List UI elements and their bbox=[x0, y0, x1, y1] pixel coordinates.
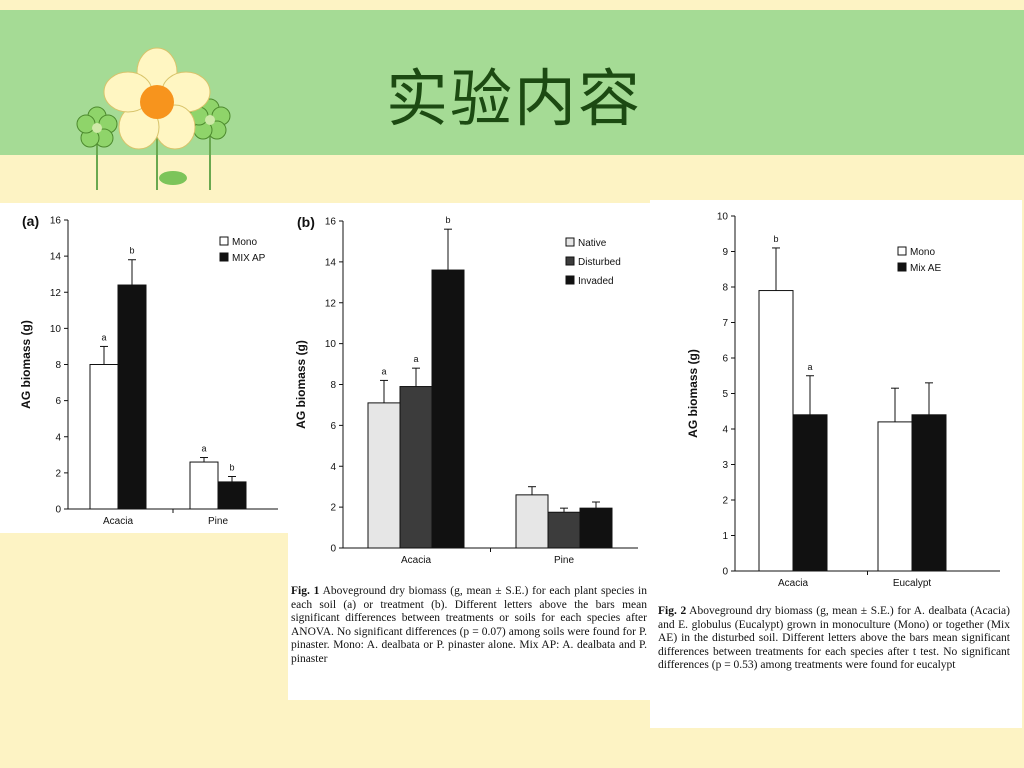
y-axis-label: AG biomass (g) bbox=[294, 340, 308, 429]
bar bbox=[547, 511, 581, 549]
y-tick-label: 12 bbox=[50, 288, 62, 299]
y-tick-label: 0 bbox=[722, 567, 728, 578]
figure-caption-2: Fig. 2 Aboveground dry biomass (g, mean … bbox=[658, 605, 1010, 673]
y-tick-label: 2 bbox=[722, 496, 728, 507]
legend-swatch bbox=[897, 262, 907, 272]
bar bbox=[367, 402, 401, 549]
y-tick-label: 6 bbox=[55, 396, 61, 407]
legend-label: MIX AP bbox=[232, 253, 266, 264]
panel-label: (a) bbox=[22, 213, 39, 229]
caption-text: Aboveground dry biomass (g, mean ± S.E.)… bbox=[291, 585, 647, 665]
bar bbox=[89, 364, 119, 510]
significance-letter: b bbox=[129, 246, 134, 256]
y-tick-label: 10 bbox=[325, 339, 337, 350]
bar bbox=[117, 284, 147, 510]
legend-swatch bbox=[897, 246, 907, 256]
x-tick-label: Acacia bbox=[401, 555, 431, 566]
x-tick-label: Pine bbox=[554, 555, 574, 566]
caption-fig-label: Fig. 1 bbox=[291, 585, 320, 597]
bar bbox=[399, 386, 433, 549]
chart-b: 0 2 4 6 8 10 12 14 16 AG biomass (g) (b) Acacia a a b P… bbox=[294, 214, 638, 566]
bar bbox=[189, 461, 219, 510]
x-tick-label: Acacia bbox=[103, 516, 133, 527]
significance-letter: b bbox=[445, 215, 450, 225]
significance-letter: a bbox=[201, 444, 206, 454]
caption-text: Aboveground dry biomass (g, mean ± S.E.)… bbox=[658, 605, 1010, 672]
chart-panel-a: 0 2 4 6 8 10 12 14 16 AG biomass (g) (a) Acacia a b Pi… bbox=[0, 203, 288, 533]
y-tick-label: 1 bbox=[722, 531, 728, 542]
y-tick-label: 7 bbox=[722, 318, 728, 329]
x-tick-label: Acacia bbox=[778, 578, 808, 589]
y-tick-label: 8 bbox=[330, 380, 336, 391]
y-tick-label: 8 bbox=[55, 360, 61, 371]
y-axis-label: AG biomass (g) bbox=[686, 349, 700, 438]
y-tick-label: 14 bbox=[325, 257, 337, 268]
y-tick-label: 6 bbox=[722, 354, 728, 365]
legend-label: Native bbox=[578, 238, 607, 249]
chart-c: 0 1 2 3 4 5 6 7 8 9 10 AG biomass (g) Acacia b a Eucaly… bbox=[686, 212, 1000, 589]
legend-label: Disturbed bbox=[578, 257, 621, 268]
significance-letter: a bbox=[413, 354, 418, 364]
y-tick-label: 9 bbox=[722, 247, 728, 258]
x-tick-label: Eucalypt bbox=[893, 578, 932, 589]
caption-fig-label: Fig. 2 bbox=[658, 605, 687, 617]
y-tick-label: 16 bbox=[325, 217, 337, 228]
significance-letter: b bbox=[229, 462, 234, 472]
y-tick-label: 16 bbox=[50, 216, 62, 227]
y-tick-label: 2 bbox=[330, 503, 336, 514]
panel-label: (b) bbox=[297, 214, 315, 230]
y-tick-label: 2 bbox=[55, 468, 61, 479]
bar bbox=[431, 269, 465, 549]
y-tick-label: 4 bbox=[330, 462, 336, 473]
y-tick-label: 10 bbox=[717, 212, 729, 223]
legend-swatch bbox=[219, 236, 229, 246]
y-tick-label: 0 bbox=[330, 544, 336, 555]
bar bbox=[792, 414, 828, 572]
figure-caption-1: Fig. 1 Aboveground dry biomass (g, mean … bbox=[291, 585, 647, 667]
legend-label: Mix AE bbox=[910, 263, 941, 274]
significance-letter: a bbox=[381, 366, 386, 376]
y-tick-label: 12 bbox=[325, 298, 337, 309]
significance-letter: a bbox=[101, 332, 106, 342]
bar bbox=[877, 421, 913, 572]
flower-decoration-icon bbox=[76, 47, 231, 190]
y-tick-label: 6 bbox=[330, 421, 336, 432]
bar bbox=[217, 481, 247, 510]
legend-swatch bbox=[565, 256, 575, 266]
y-tick-label: 4 bbox=[722, 425, 728, 436]
legend-swatch bbox=[219, 252, 229, 262]
legend-label: Mono bbox=[910, 247, 935, 258]
x-tick-label: Pine bbox=[208, 516, 228, 527]
chart-a: 0 2 4 6 8 10 12 14 16 AG biomass (g) (a) Acacia a b Pi… bbox=[19, 213, 278, 527]
significance-letter: b bbox=[773, 234, 778, 244]
chart-panel-c: 0 1 2 3 4 5 6 7 8 9 10 AG biomass (g) Acacia b a Eucaly… bbox=[650, 200, 1022, 728]
legend-swatch bbox=[565, 237, 575, 247]
y-tick-label: 8 bbox=[722, 283, 728, 294]
significance-letter: a bbox=[807, 362, 812, 372]
y-tick-label: 4 bbox=[55, 432, 61, 443]
y-axis-label: AG biomass (g) bbox=[19, 320, 33, 409]
y-tick-label: 10 bbox=[50, 324, 62, 335]
slide-title: 实验内容 bbox=[386, 62, 643, 135]
bar bbox=[515, 494, 549, 549]
y-tick-label: 14 bbox=[50, 252, 62, 263]
bar bbox=[579, 507, 613, 549]
legend-swatch bbox=[565, 275, 575, 285]
y-tick-label: 5 bbox=[722, 389, 728, 400]
legend-label: Mono bbox=[232, 237, 257, 248]
chart-panel-b: 0 2 4 6 8 10 12 14 16 AG biomass (g) (b) Acacia a a b P… bbox=[288, 203, 650, 700]
legend-label: Invaded bbox=[578, 276, 614, 287]
y-tick-label: 0 bbox=[55, 505, 61, 516]
bar bbox=[911, 414, 947, 572]
y-tick-label: 3 bbox=[722, 460, 728, 471]
bar bbox=[758, 290, 794, 572]
